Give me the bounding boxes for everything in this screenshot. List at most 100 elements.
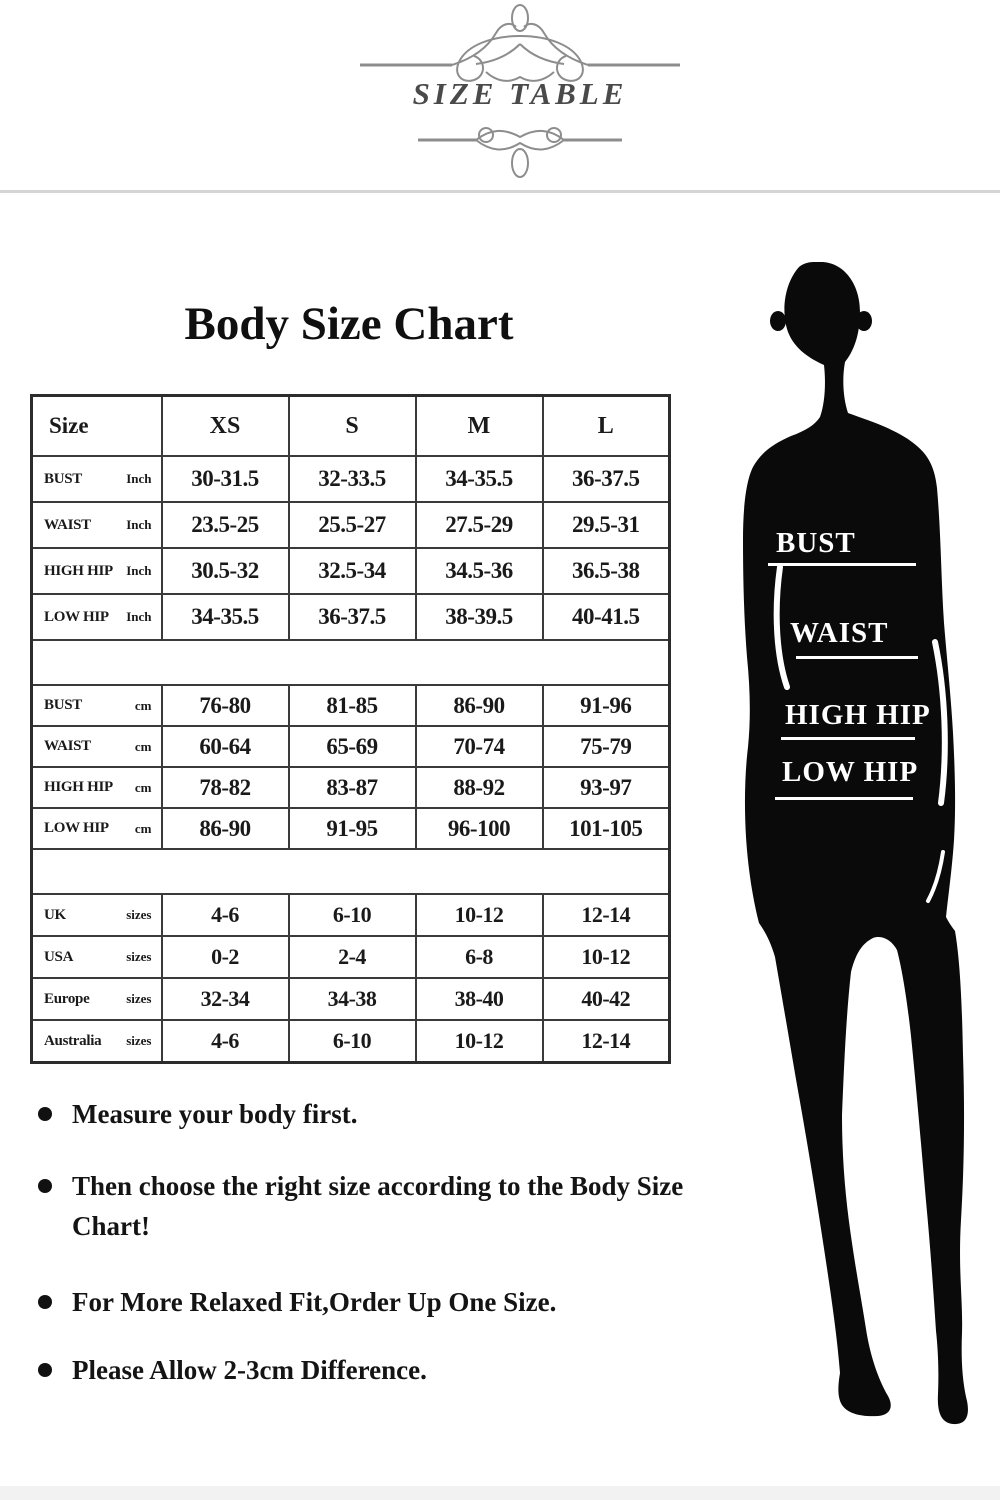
table-row: LOW HIP Inch 34-35.5 36-37.5 38-39.5 40-4…: [30, 593, 671, 641]
cell-value: 27.5-29: [414, 501, 544, 549]
cell-value: 4-6: [160, 1019, 290, 1064]
bust-measure-line: [768, 563, 916, 566]
ornament-header: SIZE TABLE: [0, 0, 1000, 190]
cell-value: 6-8: [414, 935, 544, 979]
row-label: HIGH HIP: [44, 562, 113, 579]
row-unit: Inch: [126, 471, 152, 486]
cell-value: 91-96: [541, 684, 671, 727]
cell-value: 65-69: [287, 725, 417, 768]
flourish-ornament-icon: [360, 4, 680, 178]
row-unit: sizes: [126, 907, 152, 922]
row-unit: sizes: [126, 991, 152, 1006]
cell-value: 34.5-36: [414, 547, 544, 595]
row-label: Europe: [44, 990, 90, 1007]
table-row: USA sizes 0-2 2-4 6-8 10-12: [30, 935, 671, 979]
spacer-row: [30, 639, 671, 686]
row-unit: cm: [134, 738, 152, 754]
table-row: LOW HIP cm 86-90 91-95 96-100 101-105: [30, 807, 671, 850]
cell-value: 36.5-38: [541, 547, 671, 595]
row-unit: cm: [134, 779, 152, 795]
sizing-notes-list: Measure your body first. Then choose the…: [36, 1094, 736, 1390]
chart-title: Body Size Chart: [184, 298, 514, 350]
column-header-s: S: [287, 394, 417, 457]
cell-value: 101-105: [541, 807, 671, 850]
cell-value: 96-100: [414, 807, 544, 850]
row-unit: Inch: [126, 517, 152, 532]
cell-value: 34-35.5: [160, 593, 290, 641]
cell-value: 10-12: [414, 1019, 544, 1064]
row-label: HIGH HIP: [44, 779, 113, 795]
figure-label-high-hip: HIGH HIP: [785, 699, 931, 731]
female-silhouette-icon: [743, 261, 968, 1425]
cell-value: 76-80: [160, 684, 290, 727]
cell-value: 32-34: [160, 977, 290, 1021]
list-item: Please Allow 2-3cm Difference.: [36, 1350, 736, 1390]
row-label: BUST: [44, 470, 82, 487]
table-row: BUST Inch 30-31.5 32-33.5 34-35.5 36-37.5: [30, 455, 671, 503]
table-row: Australia sizes 4-6 6-10 10-12 12-14: [30, 1019, 671, 1064]
cell-value: 10-12: [541, 935, 671, 979]
cell-value: 4-6: [160, 893, 290, 937]
cell-value: 86-90: [160, 807, 290, 850]
header-divider: [0, 190, 1000, 193]
row-label: LOW HIP: [44, 608, 109, 625]
row-unit: Inch: [126, 609, 152, 624]
bullet-icon: [38, 1179, 52, 1193]
cell-value: 93-97: [541, 766, 671, 809]
column-header-l: L: [541, 394, 671, 457]
note-text: For More Relaxed Fit,Order Up One Size.: [72, 1287, 557, 1317]
list-item: Then choose the right size according to …: [36, 1166, 736, 1246]
row-label: WAIST: [44, 738, 91, 754]
body-measurement-figure: BUST WAIST HIGH HIP LOW HIP: [690, 255, 990, 1435]
row-label: Australia: [44, 1032, 102, 1049]
spacer-row: [30, 848, 671, 895]
cell-value: 12-14: [541, 1019, 671, 1064]
cell-value: 23.5-25: [160, 501, 290, 549]
cell-value: 6-10: [287, 1019, 417, 1064]
bullet-icon: [38, 1295, 52, 1309]
cell-value: 36-37.5: [541, 455, 671, 503]
list-item: For More Relaxed Fit,Order Up One Size.: [36, 1282, 736, 1322]
table-row: WAIST cm 60-64 65-69 70-74 75-79: [30, 725, 671, 768]
cell-value: 40-42: [541, 977, 671, 1021]
cell-value: 86-90: [414, 684, 544, 727]
cell-value: 32-33.5: [287, 455, 417, 503]
cell-value: 36-37.5: [287, 593, 417, 641]
cell-value: 30.5-32: [160, 547, 290, 595]
cell-value: 34-38: [287, 977, 417, 1021]
bullet-icon: [38, 1363, 52, 1377]
row-unit: cm: [134, 820, 152, 836]
table-header-row: Size XS S M L: [30, 394, 671, 457]
bullet-icon: [38, 1107, 52, 1121]
cell-value: 2-4: [287, 935, 417, 979]
cell-value: 25.5-27: [287, 501, 417, 549]
figure-label-low-hip: LOW HIP: [782, 756, 919, 788]
cell-value: 83-87: [287, 766, 417, 809]
note-text: Chart!: [72, 1211, 150, 1241]
cell-value: 91-95: [287, 807, 417, 850]
row-label: UK: [44, 906, 66, 923]
cell-value: 88-92: [414, 766, 544, 809]
cell-value: 12-14: [541, 893, 671, 937]
table-row: HIGH HIP Inch 30.5-32 32.5-34 34.5-36 36.…: [30, 547, 671, 595]
cell-value: 78-82: [160, 766, 290, 809]
cell-value: 34-35.5: [414, 455, 544, 503]
row-label: LOW HIP: [44, 820, 109, 836]
page-title: SIZE TABLE: [412, 76, 628, 111]
cell-value: 38-39.5: [414, 593, 544, 641]
table-row: Europe sizes 32-34 34-38 38-40 40-42: [30, 977, 671, 1021]
cell-value: 10-12: [414, 893, 544, 937]
table-row: WAIST Inch 23.5-25 25.5-27 27.5-29 29.5-3…: [30, 501, 671, 549]
note-text: Please Allow 2-3cm Difference.: [72, 1355, 427, 1385]
table-row: UK sizes 4-6 6-10 10-12 12-14: [30, 893, 671, 937]
row-unit: sizes: [126, 1033, 152, 1048]
row-unit: cm: [134, 697, 152, 713]
column-header-m: M: [414, 394, 544, 457]
cell-value: 6-10: [287, 893, 417, 937]
cell-value: 75-79: [541, 725, 671, 768]
waist-measure-line: [796, 656, 918, 659]
body-size-table: Size XS S M L BUST Inch 30-31.5 32-33.5 3…: [30, 394, 671, 1064]
cell-value: 0-2: [160, 935, 290, 979]
cell-value: 38-40: [414, 977, 544, 1021]
